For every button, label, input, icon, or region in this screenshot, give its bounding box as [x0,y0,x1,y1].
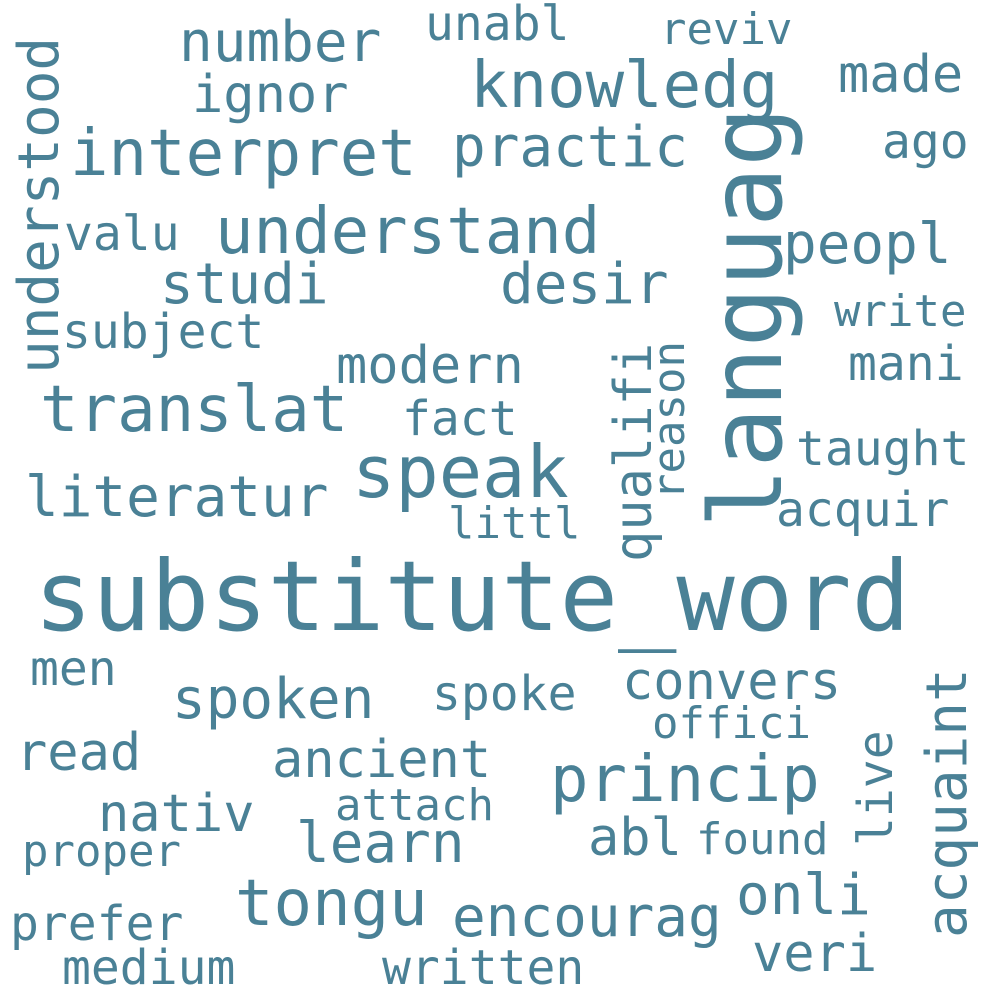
word-interpret: interpret [70,117,417,191]
word-practic: practic [452,115,689,180]
word-spoke: spoke [432,666,577,722]
word-ancient: ancient [272,730,492,790]
word-medium: medium [62,940,236,996]
word-speak: speak [352,430,569,514]
word-ago: ago [882,114,969,170]
word-made: made [838,45,964,105]
word-littl: littl [448,498,581,549]
word-attach: attach [335,780,494,831]
word-encourag: encourag [452,885,722,950]
word-peopl: peopl [783,212,952,277]
word-nativ: nativ [98,784,255,844]
word-ignor: ignor [192,65,349,125]
word-tongu: tongu [235,867,428,941]
word-offici: offici [652,698,811,749]
word-convers: convers [622,652,842,712]
word-knowledg: knowledg [470,49,779,123]
word-number: number [179,10,382,75]
word-write: write [834,286,967,337]
word-modern: modern [336,336,524,396]
word-unabl: unabl [425,0,570,52]
word-spoken: spoken [172,667,375,732]
word-proper: proper [22,826,181,877]
word-acquir: acquir [776,482,950,538]
word-understood: understood [7,36,72,374]
word-live: live [848,730,904,846]
word-understand: understand [215,195,601,269]
word-taught: taught [796,421,970,477]
word-reason: reason [644,341,695,500]
word-substitute-word: substitute_word [34,540,910,653]
word-subject: subject [62,304,265,360]
word-princip: princip [550,743,820,817]
word-literatur: literatur [25,465,329,530]
word-acquaint: acquaint [915,668,980,938]
word-veri: veri [752,924,878,984]
word-men: men [30,641,117,697]
word-desir: desir [500,252,669,317]
word-translat: translat [40,373,349,447]
word-written: written [382,940,585,996]
word-fact: fact [402,391,518,447]
word-prefer: prefer [10,896,184,952]
word-valu: valu [64,206,180,262]
word-found: found [696,814,829,865]
word-languag: languag [688,106,805,528]
word-studi: studi [160,252,329,317]
word-abl: abl [588,808,682,868]
word-onli: onli [736,863,871,928]
word-reviv: reviv [660,4,793,55]
word-learn: learn [296,811,465,876]
word-read: read [16,723,142,783]
word-mani: mani [848,336,964,392]
